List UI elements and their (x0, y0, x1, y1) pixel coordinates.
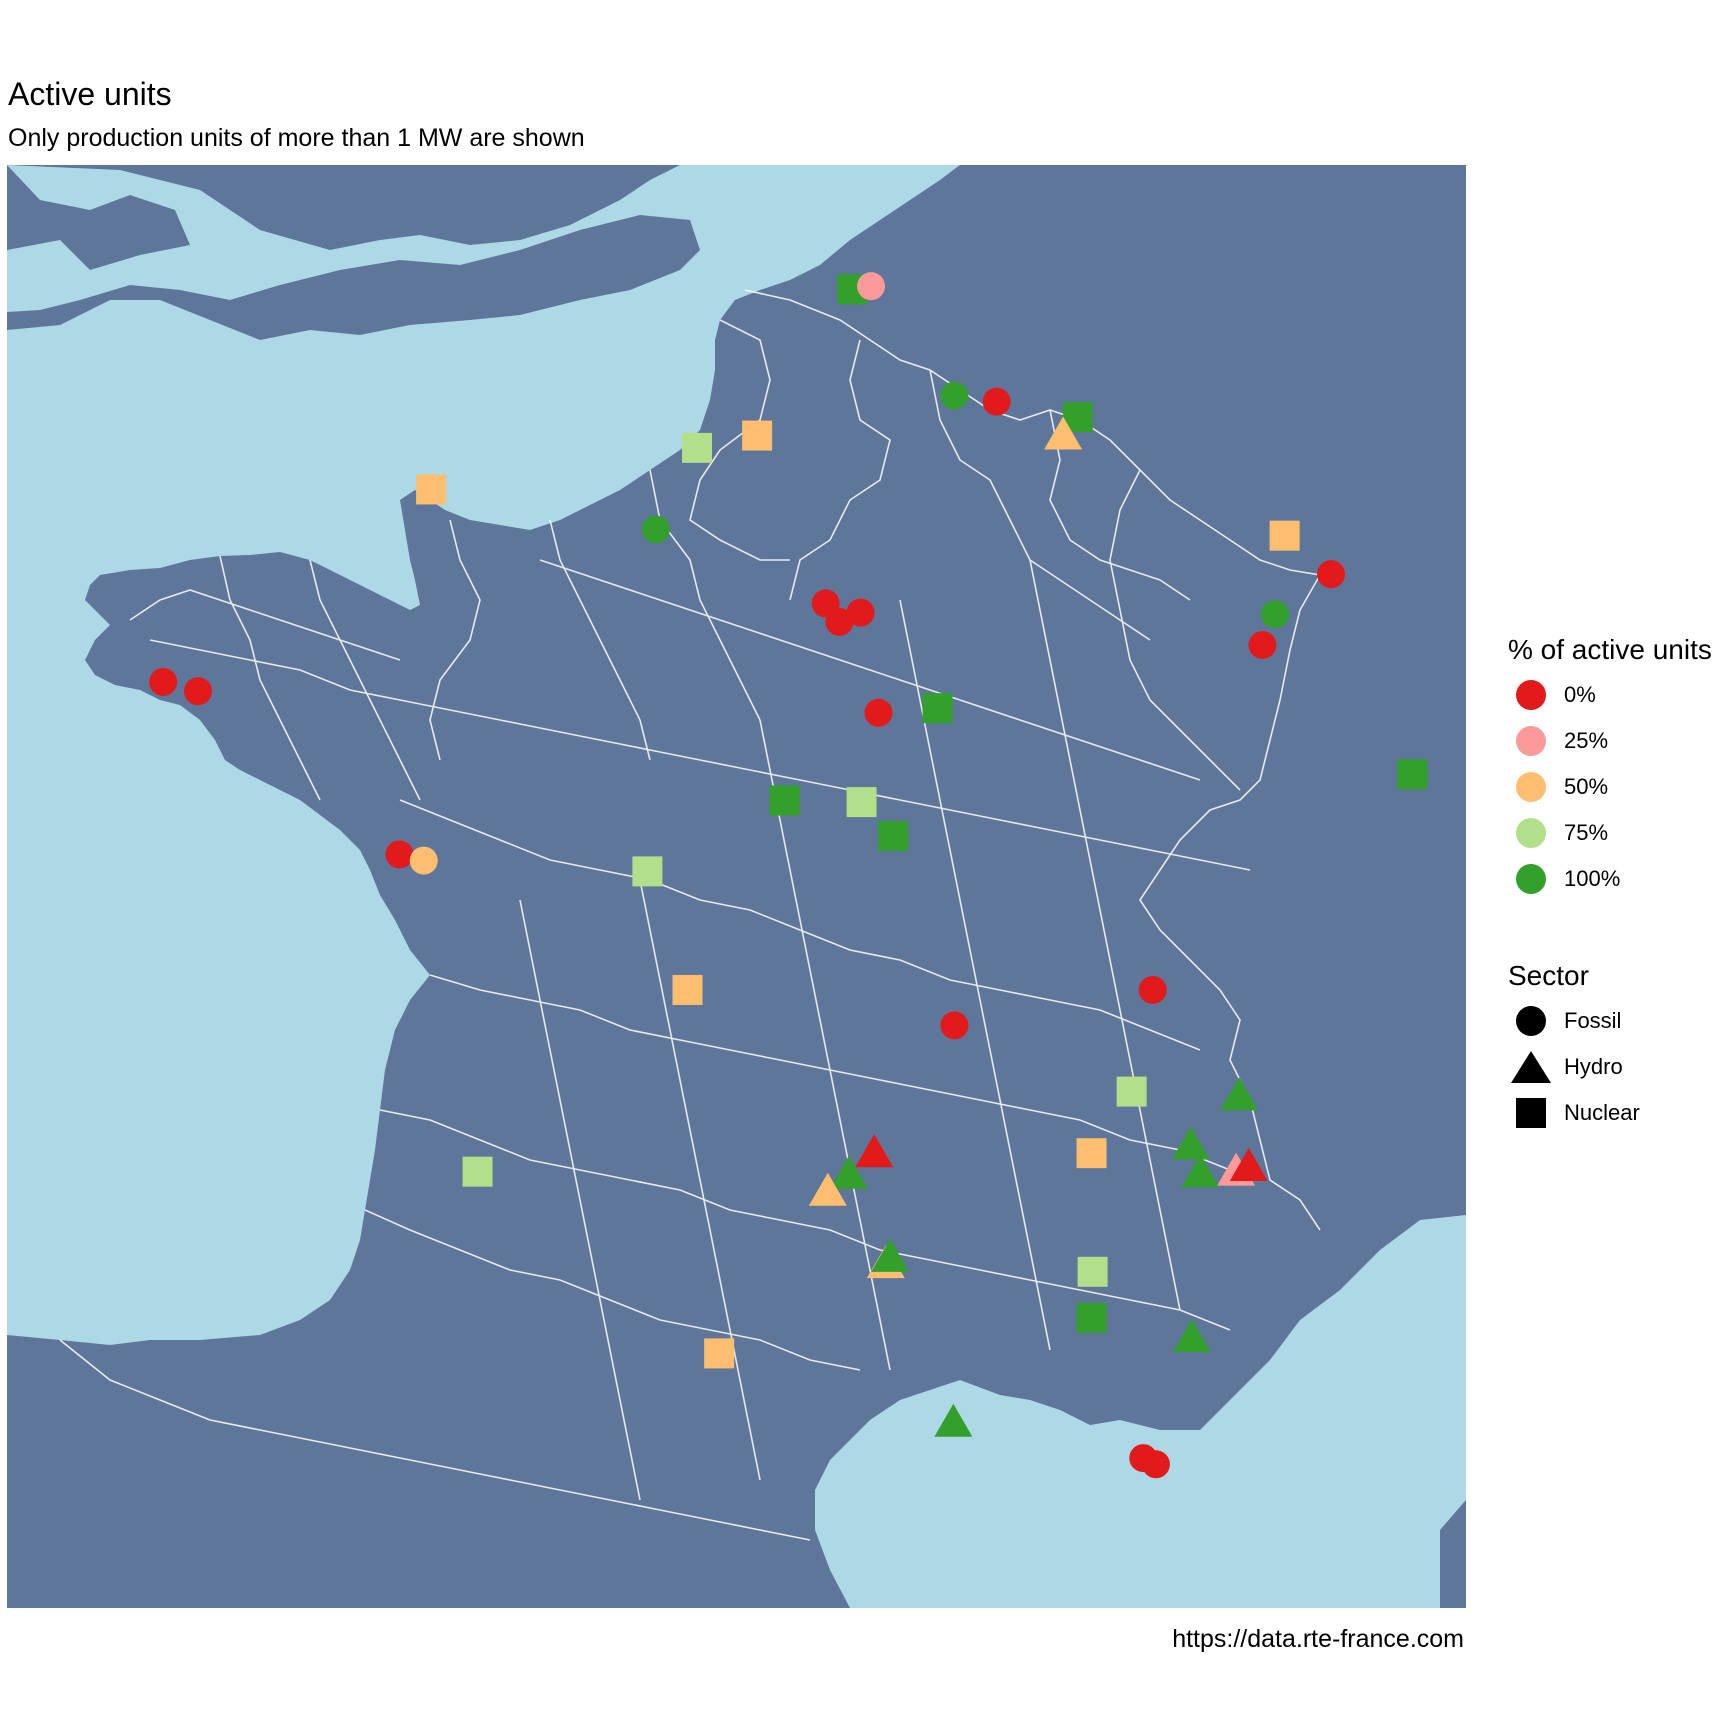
unit-marker-hydro (934, 1403, 973, 1437)
unit-marker-nuclear (462, 1156, 493, 1187)
circle-icon (1516, 1006, 1546, 1036)
unit-marker-fossil (1317, 560, 1346, 589)
color-legend-item: 0% (1508, 672, 1712, 718)
unit-marker-fossil (641, 515, 670, 544)
map-title: Active units (8, 76, 172, 112)
sector-legend: Sector Fossil Hydro Nuclear (1508, 960, 1640, 1136)
sector-legend-item: Hydro (1508, 1044, 1640, 1090)
unit-marker-fossil (1248, 631, 1277, 659)
cornwall-landmass (7, 215, 700, 340)
circle-swatch-icon (1516, 772, 1546, 802)
unit-marker-nuclear (1077, 1256, 1108, 1287)
color-legend: % of active units 0% 25% 50% 75% 100% (1508, 634, 1712, 902)
unit-marker-fossil (825, 607, 854, 636)
unit-marker-nuclear (1116, 1076, 1147, 1107)
unit-marker-hydro (1220, 1077, 1259, 1111)
unit-marker-nuclear (922, 693, 953, 724)
unit-marker-fossil (857, 272, 886, 301)
color-legend-label: 25% (1564, 728, 1609, 753)
sector-legend-label: Hydro (1564, 1054, 1623, 1079)
production-units-layer (149, 272, 1428, 1479)
triangle-icon (1511, 1051, 1551, 1083)
unit-marker-hydro (1172, 1319, 1211, 1352)
unit-marker-nuclear (704, 1338, 735, 1369)
color-legend-key (1508, 810, 1554, 856)
continent-landmass (7, 165, 1466, 1608)
color-legend-key (1508, 764, 1554, 810)
sector-legend-label: Nuclear (1564, 1100, 1640, 1125)
color-legend-title: % of active units (1508, 634, 1712, 665)
unit-marker-fossil (940, 381, 969, 410)
unit-marker-nuclear (878, 820, 909, 851)
square-icon (1516, 1098, 1546, 1128)
unit-marker-nuclear (846, 787, 877, 818)
color-legend-label: 50% (1564, 774, 1609, 799)
unit-marker-fossil (183, 677, 212, 706)
sector-legend-title: Sector (1508, 960, 1589, 991)
sector-legend-item: Fossil (1508, 998, 1640, 1044)
unit-marker-fossil (1261, 600, 1290, 629)
color-legend-item: 25% (1508, 718, 1712, 764)
unit-marker-nuclear (632, 856, 663, 887)
unit-marker-fossil (1138, 975, 1167, 1004)
unit-marker-nuclear (742, 420, 773, 451)
unit-marker-fossil (385, 840, 414, 869)
unit-marker-nuclear (1076, 1302, 1107, 1333)
color-legend-item: 50% (1508, 764, 1712, 810)
unit-marker-hydro (808, 1172, 847, 1206)
color-legend-item: 100% (1508, 856, 1712, 902)
unit-marker-hydro (1044, 416, 1083, 450)
color-legend-label: 100% (1564, 866, 1621, 891)
unit-marker-fossil (982, 387, 1011, 416)
color-legend-key (1508, 718, 1554, 764)
unit-marker-hydro (855, 1134, 894, 1168)
unit-marker-nuclear (672, 974, 703, 1005)
color-legend-item: 75% (1508, 810, 1712, 856)
unit-marker-fossil (149, 667, 178, 696)
sector-legend-key (1508, 1044, 1554, 1090)
circle-swatch-icon (1516, 726, 1546, 756)
color-legend-key (1508, 672, 1554, 718)
map-subtitle: Only production units of more than 1 MW … (8, 124, 585, 152)
circle-swatch-icon (1516, 864, 1546, 894)
sector-legend-key (1508, 1090, 1554, 1136)
unit-marker-fossil (864, 698, 893, 727)
unit-marker-nuclear (769, 785, 800, 816)
unit-marker-fossil (1141, 1450, 1170, 1479)
sector-legend-key (1508, 998, 1554, 1044)
unit-marker-fossil (846, 598, 875, 627)
unit-marker-fossil (409, 846, 438, 875)
unit-marker-nuclear (1076, 1138, 1107, 1169)
unit-marker-hydro (871, 1238, 910, 1272)
color-legend-label: 75% (1564, 820, 1609, 845)
great-britain-landmass (7, 165, 680, 270)
sector-legend-item: Nuclear (1508, 1090, 1640, 1136)
unit-marker-hydro (1229, 1148, 1268, 1182)
corsica-landmass (1440, 1500, 1466, 1608)
unit-marker-hydro (1181, 1154, 1220, 1188)
unit-marker-hydro (1171, 1126, 1210, 1160)
unit-marker-fossil (940, 1011, 969, 1040)
unit-marker-nuclear (681, 432, 712, 463)
sector-legend-label: Fossil (1564, 1008, 1622, 1033)
circle-swatch-icon (1516, 680, 1546, 710)
source-caption: https://data.rte-france.com (1172, 1625, 1464, 1653)
unit-marker-nuclear (1269, 520, 1300, 551)
unit-marker-nuclear (416, 474, 447, 505)
color-legend-key (1508, 856, 1554, 902)
color-legend-label: 0% (1564, 682, 1596, 707)
unit-marker-hydro (829, 1155, 868, 1189)
unit-marker-nuclear (1397, 759, 1428, 790)
circle-swatch-icon (1516, 818, 1546, 848)
